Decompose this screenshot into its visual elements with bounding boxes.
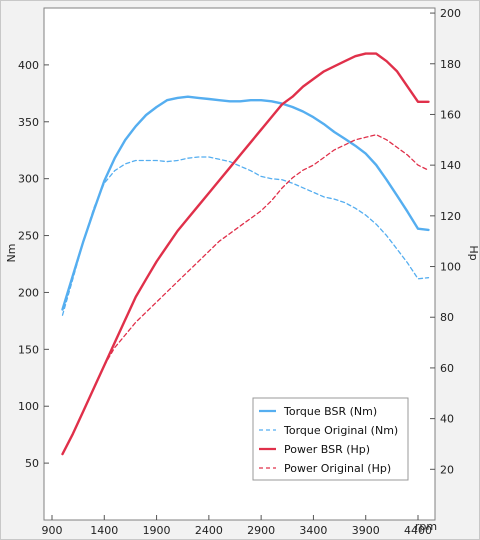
x-tick-label: 1900: [143, 524, 171, 537]
legend-label: Torque BSR (Nm): [283, 405, 377, 418]
x-tick-label: 2900: [247, 524, 275, 537]
y-right-tick-label: 200: [440, 7, 461, 20]
x-tick-label: 2400: [195, 524, 223, 537]
series-line-4: [61, 134, 430, 455]
x-tick-label: 3400: [299, 524, 327, 537]
x-tick-label: 3900: [352, 524, 380, 537]
lines-layer: [61, 52, 430, 456]
y-left-axis-title: Nm: [5, 244, 18, 263]
y-right-tick-label: 80: [440, 311, 454, 324]
legend-label: Power Original (Hp): [284, 462, 391, 475]
x-tick-label: 900: [42, 524, 63, 537]
y-left-tick-label: 300: [18, 173, 39, 186]
y-left-tick-label: 200: [18, 286, 39, 299]
y-right-axis-title: Hp: [467, 245, 480, 260]
y-right-tick-label: 60: [440, 362, 454, 375]
legend-label: Torque Original (Nm): [283, 424, 398, 437]
y-right-tick-label: 40: [440, 413, 454, 426]
y-right-tick-label: 100: [440, 261, 461, 274]
legend-label: Power BSR (Hp): [284, 443, 370, 456]
y-right-tick-label: 120: [440, 210, 461, 223]
y-right-tick-label: 160: [440, 108, 461, 121]
series-line-3: [61, 52, 430, 456]
x-tick-label: 1400: [90, 524, 118, 537]
ticks-layer: 900 1400 1900 2400 2900 3400 3900 4400 50 100 150 2…: [18, 7, 461, 537]
y-right-tick-label: 140: [440, 159, 461, 172]
y-left-tick-label: 400: [18, 59, 39, 72]
y-left-tick-label: 100: [18, 400, 39, 413]
x-tick-label: 4400: [404, 524, 432, 537]
y-right-tick-label: 20: [440, 463, 454, 476]
legend: Torque BSR (Nm) Torque Original (Nm) Power…: [252, 397, 409, 481]
y-left-tick-label: 250: [18, 230, 39, 243]
y-left-tick-label: 50: [25, 457, 39, 470]
series-line-1: [61, 95, 430, 311]
y-left-tick-label: 150: [18, 343, 39, 356]
series-line-2: [61, 156, 430, 316]
x-axis-title: rpm: [415, 520, 437, 533]
y-right-tick-label: 180: [440, 58, 461, 71]
legend-box: [252, 397, 409, 481]
y-left-tick-label: 350: [18, 116, 39, 129]
